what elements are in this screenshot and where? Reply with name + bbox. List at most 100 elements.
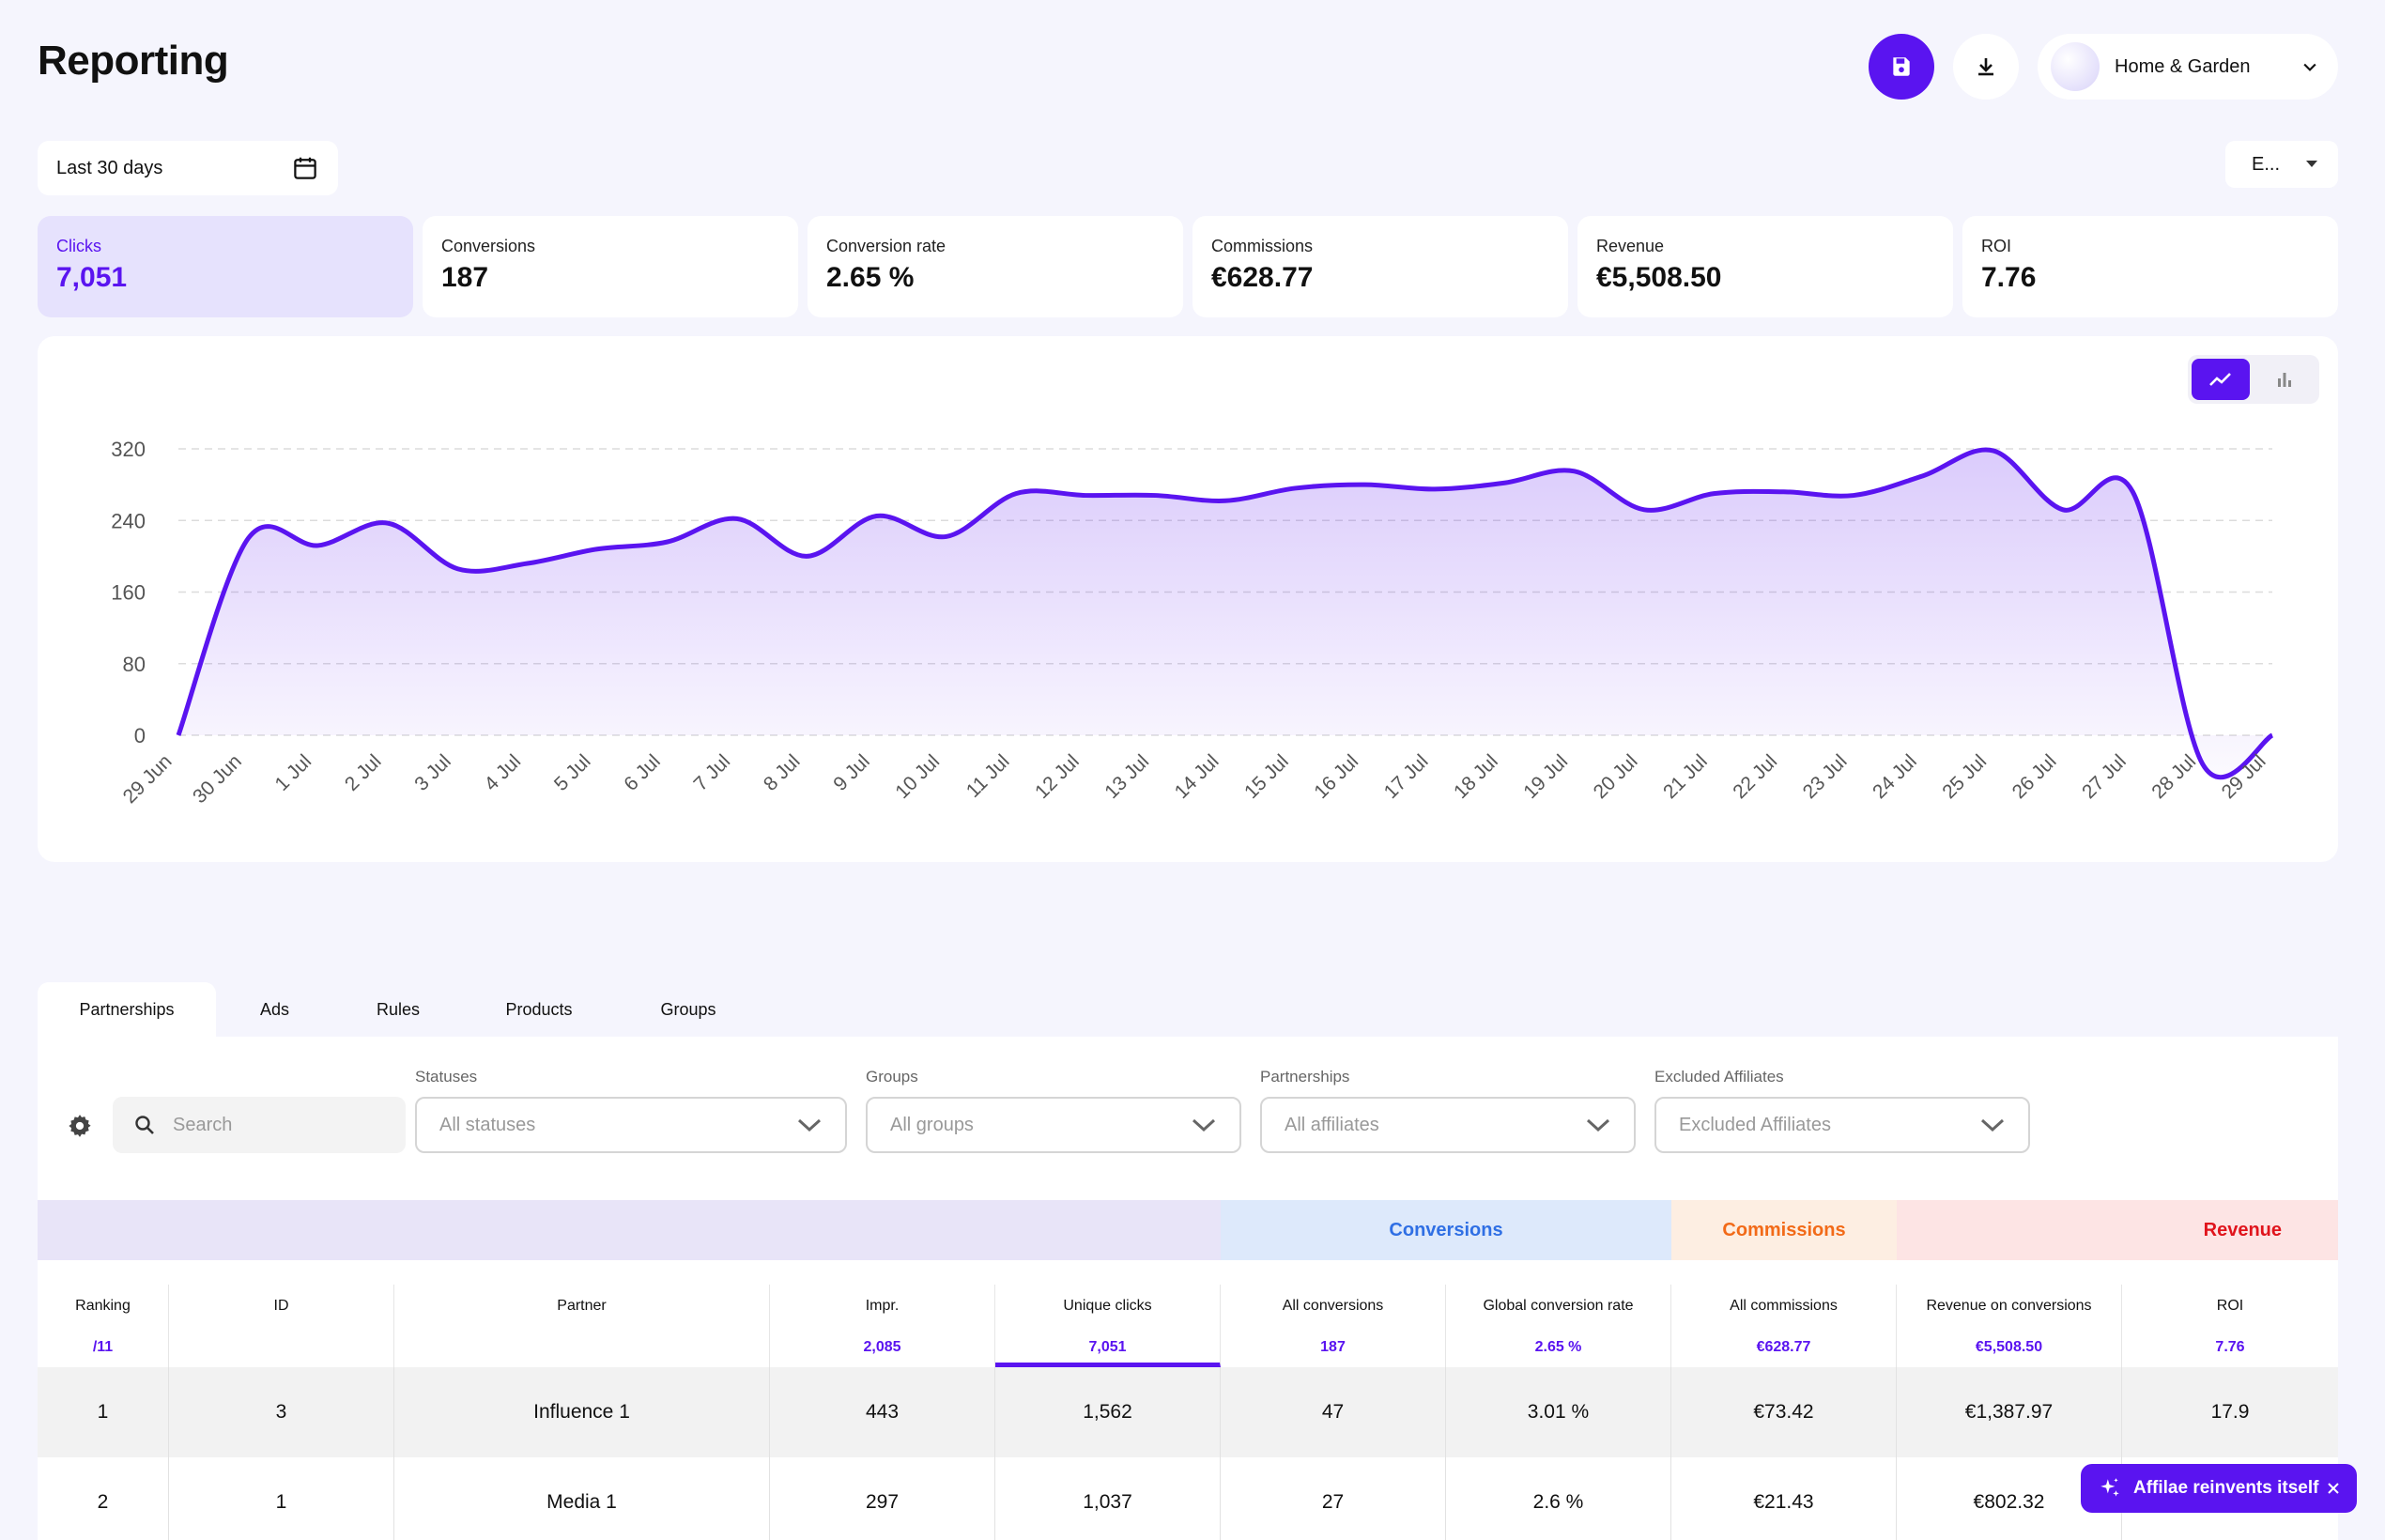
column-label: ROI — [2216, 1298, 2244, 1314]
column-label: Ranking — [75, 1298, 131, 1314]
excluded-affiliates-select[interactable]: Excluded Affiliates — [1654, 1097, 2030, 1153]
column-header-id[interactable]: ID — [169, 1285, 394, 1367]
column-header-global-conversion-rate[interactable]: Global conversion rate 2.65 % — [1446, 1285, 1671, 1367]
kpi-card-revenue[interactable]: Revenue €5,508.50 — [1577, 216, 1953, 317]
tab-partnerships[interactable]: Partnerships — [38, 982, 216, 1037]
x-tick-label: 23 Jul — [1799, 750, 1852, 803]
kpi-card-conversions[interactable]: Conversions 187 — [423, 216, 798, 317]
cell-impressions: 297 — [770, 1457, 995, 1540]
column-header-all-conversions[interactable]: All conversions 187 — [1221, 1285, 1446, 1367]
kpi-label: Conversions — [441, 237, 536, 255]
x-tick-label: 18 Jul — [1450, 750, 1502, 803]
kpi-label: Revenue — [1596, 237, 1665, 255]
search-input[interactable] — [173, 1114, 379, 1136]
tab-rules[interactable]: Rules — [376, 999, 421, 1019]
groups-label: Groups — [866, 1068, 918, 1086]
kpi-value: €628.77 — [1211, 262, 1314, 293]
column-total: 2.65 % — [1534, 1339, 1582, 1355]
table-row[interactable]: 1 3 Influence 1 443 1,562 47 3.01 % €73.… — [38, 1367, 2338, 1457]
chart-type-toggle — [2188, 355, 2319, 404]
tab-groups[interactable]: Groups — [660, 999, 716, 1019]
column-label: All commissions — [1730, 1298, 1838, 1314]
column-header-partner[interactable]: Partner — [394, 1285, 770, 1367]
kpi-card-commissions[interactable]: Commissions €628.77 — [1192, 216, 1568, 317]
column-label: Revenue on conversions — [1926, 1298, 2092, 1314]
x-tick-label: 9 Jul — [829, 750, 874, 795]
column-header-revenue-on-conversions[interactable]: Revenue on conversions €5,508.50 — [1897, 1285, 2122, 1367]
cell-partner: Media 1 — [394, 1457, 770, 1540]
line-chart-toggle[interactable] — [2192, 359, 2250, 400]
date-range-picker[interactable]: Last 30 days — [38, 141, 338, 195]
chart-series-line — [176, 447, 2274, 780]
column-label: Global conversion rate — [1483, 1298, 1634, 1314]
download-button[interactable] — [1953, 34, 2019, 100]
groups-select[interactable]: All groups — [866, 1097, 1241, 1153]
account-name: Home & Garden — [2115, 55, 2251, 77]
bar-chart-icon — [2278, 373, 2291, 387]
close-icon[interactable] — [2327, 1482, 2340, 1495]
column-label: All conversions — [1282, 1298, 1384, 1314]
tab-products[interactable]: Products — [505, 999, 573, 1019]
report-tabs: Partnerships Ads Rules Products Groups — [38, 982, 762, 1037]
clicks-chart: 320 240 160 80 0 29 Jun 30 Jun 1 Jul 2 Jul 3 Jul… — [111, 438, 2274, 808]
kpi-card-roi[interactable]: ROI 7.76 — [1962, 216, 2338, 317]
cell-roi: 17.9 — [2210, 1401, 2250, 1423]
column-header-ranking[interactable]: Ranking /11 — [38, 1285, 169, 1367]
cell-revenue: €1,387.97 — [1897, 1367, 2122, 1457]
chevron-down-icon — [1192, 1118, 1216, 1132]
bar-chart-toggle[interactable] — [2255, 359, 2314, 400]
kpi-label: Conversion rate — [826, 237, 946, 255]
save-button[interactable] — [1869, 34, 1934, 100]
kpi-card-conversion-rate[interactable]: Conversion rate 2.65 % — [808, 216, 1183, 317]
tab-ads[interactable]: Ads — [259, 999, 290, 1019]
sparkle-icon — [2100, 1478, 2119, 1497]
x-tick-label: 24 Jul — [1869, 750, 1921, 803]
column-header-impressions[interactable]: Impr. 2,085 — [770, 1285, 995, 1367]
statuses-value: All statuses — [439, 1114, 536, 1135]
statuses-select[interactable]: All statuses — [415, 1097, 847, 1153]
y-tick-label: 320 — [111, 438, 146, 461]
cell-unique-clicks: 1,037 — [995, 1457, 1221, 1540]
toast-label: Affilae reinvents itself — [2133, 1478, 2319, 1498]
search-field — [113, 1097, 406, 1153]
announcement-toast[interactable]: Affilae reinvents itself — [2081, 1464, 2357, 1513]
partnerships-select[interactable]: All affiliates — [1260, 1097, 1636, 1153]
x-tick-label: 22 Jul — [1729, 750, 1781, 803]
kpi-label: Clicks — [56, 237, 101, 255]
view-select-value: E... — [2252, 153, 2281, 175]
view-select[interactable]: E... — [2225, 141, 2338, 188]
x-tick-label: 26 Jul — [2008, 750, 2061, 803]
column-label: Impr. — [865, 1298, 900, 1314]
account-selector[interactable]: Home & Garden — [2038, 34, 2338, 100]
page-title: Reporting — [38, 38, 229, 84]
group-band-commissions: Commissions — [1671, 1200, 1897, 1260]
table-settings-button[interactable] — [66, 1112, 94, 1145]
x-tick-label: 7 Jul — [690, 750, 735, 795]
groups-value: All groups — [890, 1114, 974, 1135]
y-tick-label: 240 — [111, 509, 146, 532]
y-tick-label: 80 — [123, 653, 146, 676]
column-label: ID — [273, 1298, 289, 1314]
partnerships-label: Partnerships — [1260, 1068, 1350, 1086]
x-tick-label: 15 Jul — [1240, 750, 1293, 803]
cell-all-conversions: 27 — [1221, 1457, 1446, 1540]
x-tick-label: 6 Jul — [620, 750, 665, 795]
cell-ranking: 2 — [38, 1457, 169, 1540]
x-tick-label: 11 Jul — [962, 750, 1014, 802]
table-row[interactable]: 2 1 Media 1 297 1,037 27 2.6 % €21.43 €8… — [38, 1457, 2338, 1540]
calendar-icon — [294, 157, 316, 179]
column-header-unique-clicks[interactable]: Unique clicks 7,051 — [995, 1285, 1221, 1367]
x-tick-label: 16 Jul — [1310, 750, 1362, 803]
column-header-roi[interactable]: ROI 7.76 — [2122, 1285, 2338, 1367]
column-header-all-commissions[interactable]: All commissions €628.77 — [1671, 1285, 1897, 1367]
cell-impressions: 443 — [770, 1367, 995, 1457]
kpi-value: 2.65 % — [826, 262, 915, 293]
cell-id: 3 — [169, 1367, 394, 1457]
x-tick-label: 19 Jul — [1519, 750, 1572, 803]
chevron-down-icon — [1980, 1118, 2005, 1132]
column-total: 7,051 — [1088, 1339, 1127, 1355]
kpi-card-clicks[interactable]: Clicks 7,051 — [38, 216, 413, 317]
excluded-affiliates-value: Excluded Affiliates — [1679, 1114, 1831, 1135]
date-range-label: Last 30 days — [56, 157, 163, 178]
statuses-label: Statuses — [415, 1068, 478, 1086]
